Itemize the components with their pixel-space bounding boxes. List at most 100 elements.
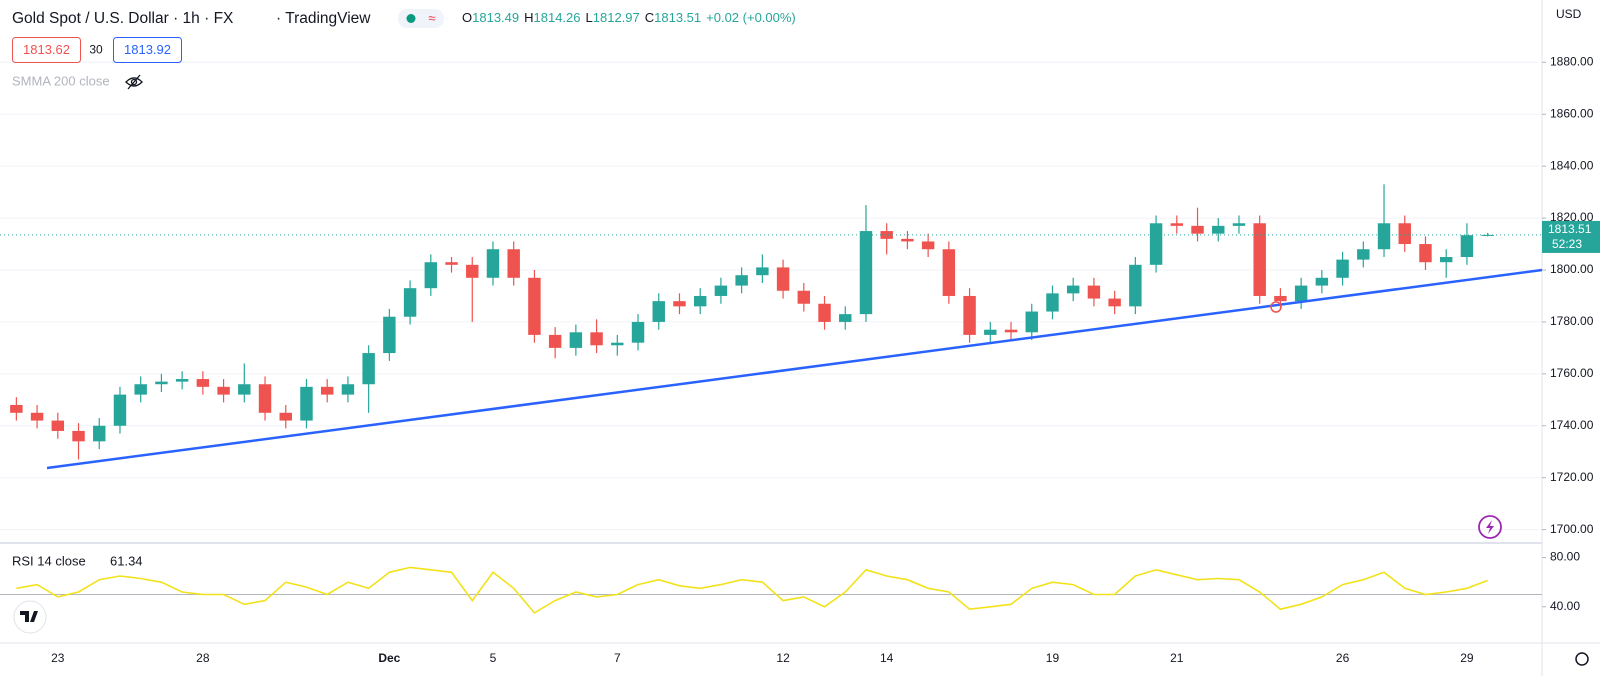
candle-body	[175, 379, 189, 382]
candle-body	[10, 405, 23, 413]
rsi-value: 61.34	[110, 553, 143, 568]
candle-body	[1004, 329, 1018, 333]
y-tick-label: 80.00	[1550, 550, 1580, 564]
candle-body	[776, 267, 790, 291]
ask: 1813.92	[124, 42, 171, 57]
candle-body	[1481, 234, 1494, 236]
ohlc-value: 1812.97	[593, 10, 640, 25]
ohlc-value: 1813.51	[654, 10, 701, 25]
y-tick-label: 1800.00	[1550, 262, 1594, 276]
x-tick-label: 21	[1170, 651, 1184, 665]
candle-body	[155, 381, 168, 385]
candle-body	[403, 288, 417, 317]
ohlc-value: 1813.49	[472, 10, 519, 25]
candle-body	[466, 264, 479, 278]
rsi-label: RSI 14 close	[12, 553, 86, 568]
candle-body	[258, 384, 272, 413]
y-tick-label: 1740.00	[1550, 418, 1594, 432]
y-tick-label: 1860.00	[1550, 106, 1594, 120]
candle-body	[30, 412, 44, 421]
candle-body	[383, 316, 396, 354]
candle-body	[1357, 249, 1370, 260]
candle-body	[984, 329, 997, 335]
candle-body	[1129, 264, 1142, 307]
ohlc-label: C	[645, 10, 654, 25]
candle-body	[1439, 257, 1453, 263]
currency[interactable]: USD	[1556, 7, 1582, 21]
candle-body	[1460, 235, 1474, 258]
y-tick-label: 1760.00	[1550, 366, 1594, 380]
event-icon[interactable]	[1478, 515, 1502, 539]
candle-body	[797, 290, 811, 304]
indicator-label: SMMA 200 close	[12, 73, 110, 88]
trend-line[interactable]	[46, 268, 1543, 470]
hide-icon[interactable]	[125, 74, 143, 90]
last-price-label: 1813.51	[1548, 222, 1592, 236]
candle-body	[673, 301, 686, 307]
candle-body	[590, 332, 603, 346]
x-tick-label: 26	[1336, 651, 1350, 665]
candle-body	[818, 303, 831, 322]
candle-body	[1087, 285, 1101, 299]
candle-body	[1108, 298, 1121, 307]
candle-body	[1170, 223, 1184, 226]
candle-body	[1294, 285, 1308, 302]
x-tick-label: 7	[614, 651, 621, 665]
candle-body	[735, 275, 748, 286]
candle-body	[362, 353, 375, 385]
x-tick-label: 12	[776, 651, 790, 665]
logo[interactable]	[13, 600, 47, 634]
logo-mark	[20, 611, 38, 622]
marks	[10, 184, 1494, 614]
candle-body	[963, 295, 976, 335]
settings-icon[interactable]	[1575, 652, 1589, 666]
candle-body	[217, 386, 230, 395]
chart-title: Gold Spot / U.S. Dollar · 1h · FX	[12, 10, 234, 27]
candle-body	[1066, 285, 1080, 294]
candle-body	[72, 430, 85, 442]
status-pill[interactable]	[398, 9, 444, 28]
candle-body	[341, 384, 355, 395]
candle-body	[196, 379, 210, 387]
candle-body	[134, 384, 147, 395]
ohlc-value: 1814.26	[534, 10, 581, 25]
candle-body	[1191, 225, 1204, 234]
candle-body	[1046, 293, 1059, 312]
ohlc-label: L	[586, 10, 593, 25]
x-tick-label: Dec	[378, 651, 400, 665]
y-tick-label: 1880.00	[1550, 54, 1594, 68]
x-tick-label: 28	[196, 651, 210, 665]
sell-button[interactable]	[12, 37, 81, 63]
candle-body	[279, 412, 292, 421]
candle-body	[1274, 295, 1287, 302]
alert-marker[interactable]	[1270, 301, 1282, 313]
buy-button[interactable]	[113, 37, 182, 63]
candle-body	[569, 332, 583, 348]
candle-body	[693, 295, 707, 307]
candle-body	[652, 301, 665, 322]
candle-body	[1232, 223, 1246, 226]
candle-body	[1419, 244, 1432, 263]
candle-body	[548, 334, 562, 348]
candle-body	[507, 249, 520, 278]
candle-body	[300, 386, 313, 421]
candle-body	[1212, 225, 1225, 234]
delay-icon: ≈	[428, 10, 435, 25]
y-tick-label: 1720.00	[1550, 470, 1594, 484]
candle-body	[486, 249, 500, 278]
candle-body	[901, 238, 914, 242]
candle-body	[1149, 223, 1163, 265]
candle-body	[839, 314, 852, 322]
y-tick-label: 1820.00	[1550, 210, 1594, 224]
countdown: 52:23	[1552, 237, 1582, 251]
y-tick-label: 1780.00	[1550, 314, 1594, 328]
source: · TradingView	[276, 10, 371, 27]
candle-body	[611, 342, 624, 346]
rsi-line	[16, 566, 1488, 614]
candle-body	[1025, 311, 1038, 333]
y-tick-label: 40.00	[1550, 599, 1580, 613]
candle-body	[1377, 223, 1391, 250]
